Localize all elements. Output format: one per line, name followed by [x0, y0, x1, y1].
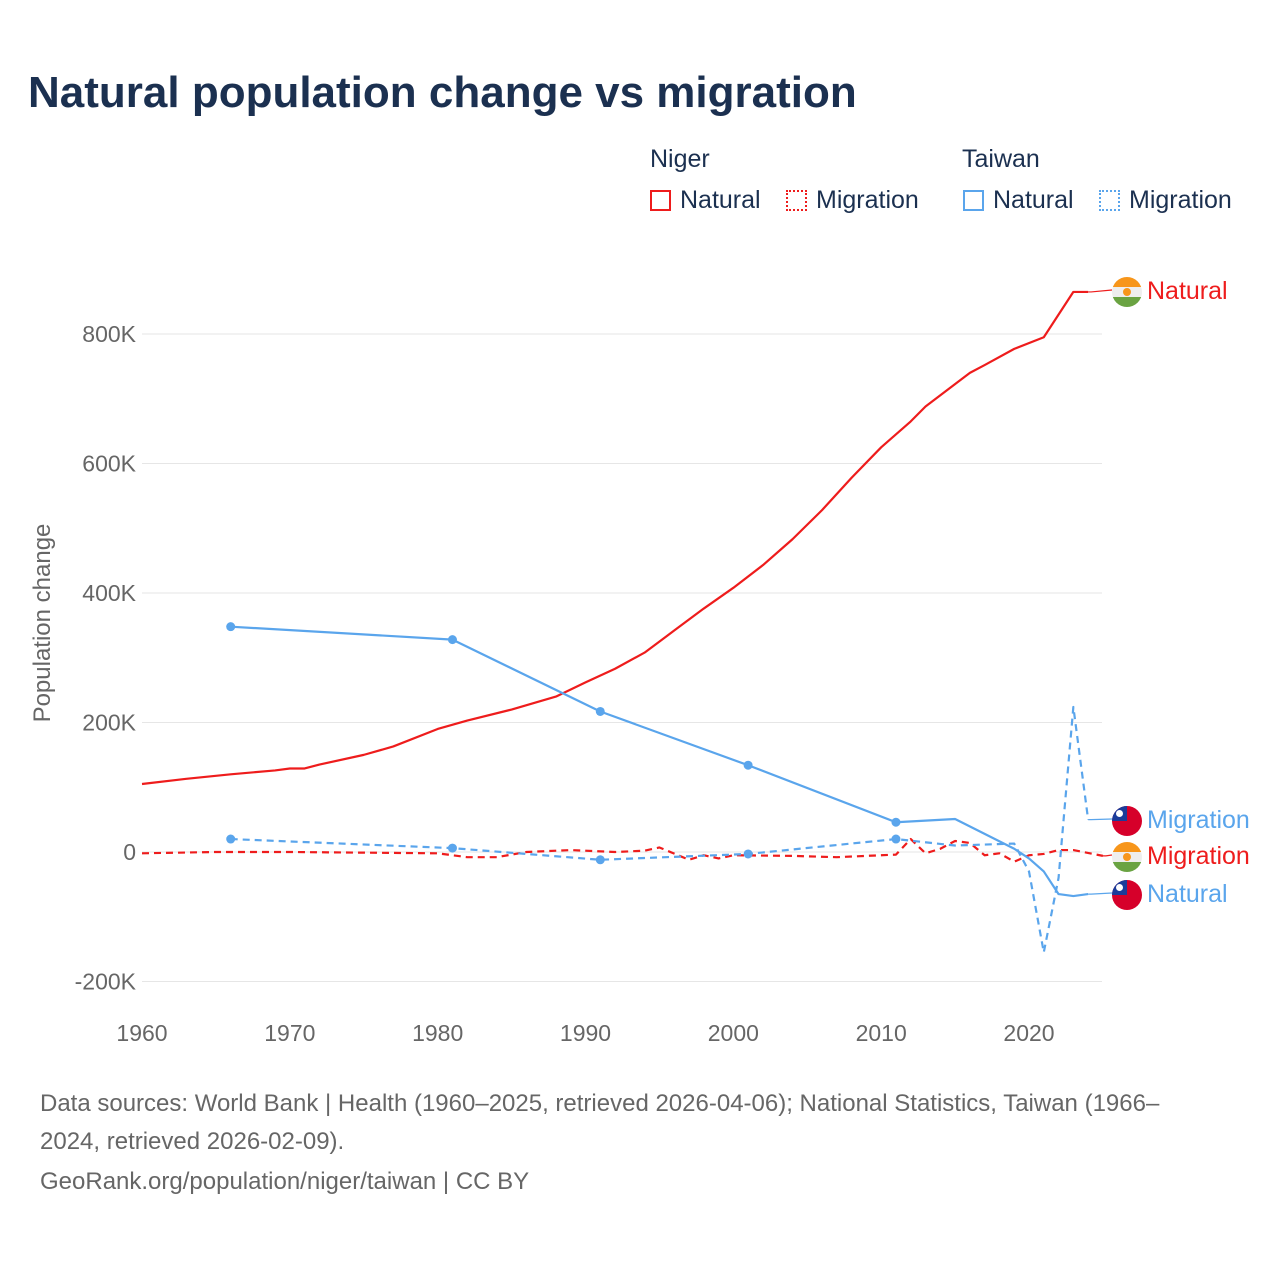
y-tick-label: 400K — [82, 580, 136, 606]
x-tick-label: 2010 — [856, 1020, 907, 1046]
legend-taiwan-natural[interactable]: Natural — [993, 186, 1074, 214]
legend-taiwan-migration[interactable]: Migration — [1129, 186, 1232, 214]
legend-group-taiwan: Taiwan — [962, 145, 1040, 173]
x-tick-label: 1990 — [560, 1020, 611, 1046]
legend-swatch-taiwan-natural — [963, 190, 984, 211]
data-point — [595, 855, 605, 865]
chart-title: Natural population change vs migration — [28, 68, 857, 117]
niger-flag-icon — [1112, 842, 1142, 872]
label-connector — [1102, 854, 1113, 857]
label-connector — [1088, 818, 1113, 821]
series-line-niger-migration — [141, 837, 1104, 863]
taiwan-flag-icon — [1112, 880, 1142, 910]
x-tick-label: 1980 — [412, 1020, 463, 1046]
data-point — [891, 834, 901, 844]
label-connector — [1088, 892, 1113, 895]
niger-flag-icon — [1112, 277, 1142, 307]
x-tick-label: 1960 — [116, 1020, 167, 1046]
label-connector — [1088, 289, 1113, 293]
x-tick-label: 2020 — [1003, 1020, 1054, 1046]
taiwan-flag-icon — [1112, 806, 1142, 836]
y-tick-label: 800K — [82, 321, 136, 347]
data-point — [743, 760, 753, 770]
legend-niger-migration[interactable]: Migration — [816, 186, 919, 214]
data-point — [891, 817, 901, 827]
y-axis-label: Population change — [29, 524, 56, 723]
y-tick-label: -200K — [75, 969, 137, 995]
series-line-taiwan-natural — [230, 625, 1089, 898]
series-end-label: Natural — [1147, 277, 1228, 305]
footer-link[interactable]: GeoRank.org/population/niger/taiwan | CC… — [40, 1168, 530, 1195]
legend-niger-natural[interactable]: Natural — [680, 186, 761, 214]
footer-sources-cont: 2024, retrieved 2026-02-09). — [40, 1128, 345, 1155]
data-point — [226, 622, 236, 632]
data-point — [595, 706, 605, 716]
y-tick-label: 200K — [82, 710, 136, 736]
series-end-label: Migration — [1147, 806, 1250, 834]
data-point — [743, 849, 753, 859]
series-line-niger-natural — [141, 290, 1089, 786]
data-point — [447, 843, 457, 853]
series-end-label: Natural — [1147, 880, 1228, 908]
x-tick-label: 1970 — [264, 1020, 315, 1046]
footer-sources: Data sources: World Bank | Health (1960–… — [40, 1090, 1160, 1117]
data-point — [447, 635, 457, 645]
legend-swatch-niger-natural — [650, 190, 671, 211]
x-tick-label: 2000 — [708, 1020, 759, 1046]
legend-swatch-niger-migration — [786, 190, 807, 211]
data-point — [226, 834, 236, 844]
series-line-taiwan-migration — [230, 705, 1090, 954]
y-tick-label: 0 — [123, 839, 136, 865]
legend-group-niger: Niger — [650, 145, 710, 173]
y-tick-label: 600K — [82, 451, 136, 477]
legend-swatch-taiwan-migration — [1099, 190, 1120, 211]
series-end-label: Migration — [1147, 842, 1250, 870]
